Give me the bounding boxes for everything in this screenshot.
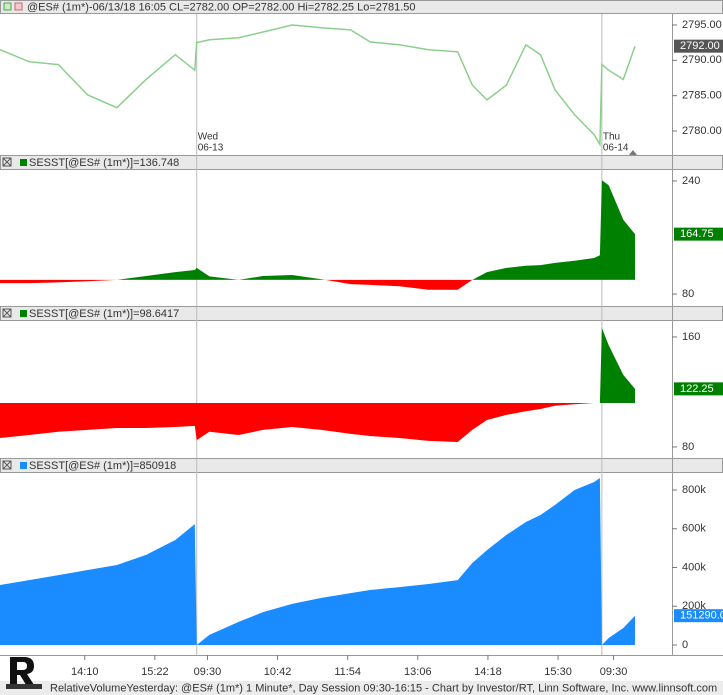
x-tick-label: 15:22 [141,666,169,678]
area [0,478,635,646]
price-line [0,24,636,148]
y-tick-label: 2795.00 [682,19,722,31]
legend-swatch [14,2,23,11]
footer-bar [0,681,723,695]
x-tick-label: 15:30 [544,666,572,678]
value-label-box [674,39,723,53]
date-annotation: Thu [603,132,620,143]
legend-swatch [20,310,27,317]
close-icon[interactable] [2,157,12,167]
y-tick-label: 400k [682,561,706,573]
value-label-box [674,227,723,241]
legend-swatch [20,159,27,166]
x-tick-label: 09:30 [600,666,628,678]
date-annotation: 06-14 [603,143,629,154]
x-tick-label: 09:30 [194,666,222,678]
y-tick-label: 2790.00 [682,54,722,66]
area-negative [0,402,635,442]
area-positive [0,180,635,280]
value-label-box [674,609,723,623]
value-label: 122.25 [680,383,714,395]
footer-text: RelativeVolumeYesterday: @ES# (1m*) 1 Mi… [50,682,717,694]
y-tick-label: 2780.00 [682,125,722,137]
legend-swatch [3,2,12,11]
logo-bar [6,684,42,689]
x-tick-label: 11:54 [334,666,361,678]
x-tick-label: 14:18 [474,666,502,678]
scroll-marker[interactable] [629,150,637,155]
x-tick-label: 13:06 [404,666,432,678]
close-icon[interactable] [2,308,12,318]
logo [6,657,42,689]
y-tick-label: 80 [682,441,694,453]
x-tick-label: 10:42 [264,666,292,678]
date-annotation: Wed [198,132,218,143]
y-tick-label: 2785.00 [682,90,722,102]
y-tick-label: 0 [682,639,688,651]
y-tick-label: 200k [682,600,706,612]
pane-title: SESST[@ES# (1m*)]=98.6417 [29,308,179,320]
legend-swatch [20,462,27,469]
x-tick-label: 14:10 [71,666,99,678]
y-tick-label: 160 [682,331,700,343]
y-tick-label: 800k [682,484,706,496]
y-tick-label: 600k [682,523,706,535]
value-label: 2792.00 [680,40,720,52]
area-positive [599,328,635,403]
pane-title: SESST[@ES# (1m*)]=850918 [29,460,176,472]
pane-title: SESST[@ES# (1m*)]=136.748 [29,157,179,169]
logo-mark [10,657,36,688]
area-negative [0,279,473,290]
y-tick-label: 80 [682,288,694,300]
value-label: 164.75 [680,228,714,240]
value-label: 151290.00 [680,610,723,622]
close-icon[interactable] [2,460,12,470]
date-annotation: 06-13 [198,143,224,154]
value-label-box [674,382,723,396]
pane-title: @ES# (1m*)-06/13/18 16:05 CL=2782.00 OP=… [27,1,416,13]
y-tick-label: 240 [682,175,700,187]
